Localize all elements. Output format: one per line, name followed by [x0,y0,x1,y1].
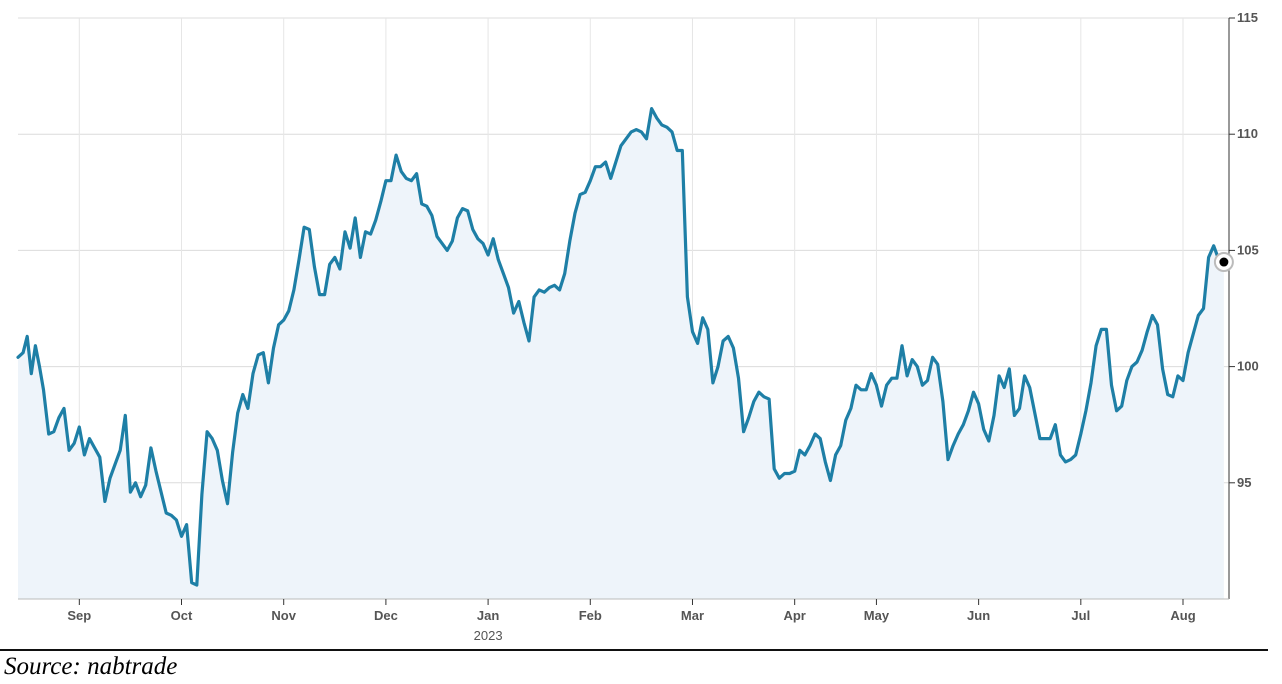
y-tick-label: 95 [1237,475,1251,490]
x-axis-ticks: Sep Oct Nov Dec Jan Feb Mar Apr May Jun Jul Aug [67,599,1196,623]
y-tick-label: 110 [1237,126,1258,141]
x-tick-label: Dec [374,608,398,623]
price-line [16,107,1226,587]
x-tick-label: May [864,608,890,623]
y-tick-label: 105 [1237,242,1259,257]
x-tick-label: Feb [579,608,602,623]
x-tick-label: Aug [1170,608,1195,623]
y-tick-label: 100 [1237,359,1259,374]
last-point-marker[interactable] [1219,257,1229,267]
divider-rule [0,649,1268,651]
x-tick-label: Sep [67,608,91,623]
x-tick-label: Jun [967,608,990,623]
x-tick-label: Apr [783,608,805,623]
year-label: 2023 [474,628,503,643]
area-fill [18,108,1224,599]
source-note: Source: nabtrade [4,653,178,680]
y-tick-label: 115 [1237,10,1258,25]
x-tick-label: Jul [1071,608,1090,623]
x-tick-label: Oct [171,608,193,623]
price-chart: 95 100 105 110 115 Sep Oct Nov Dec Jan Feb Mar Apr M… [16,10,1259,643]
x-tick-label: Mar [681,608,704,623]
y-axis-ticks: 95 100 105 110 115 [1229,10,1259,490]
x-tick-label: Jan [477,608,499,623]
x-tick-label: Nov [271,608,296,623]
